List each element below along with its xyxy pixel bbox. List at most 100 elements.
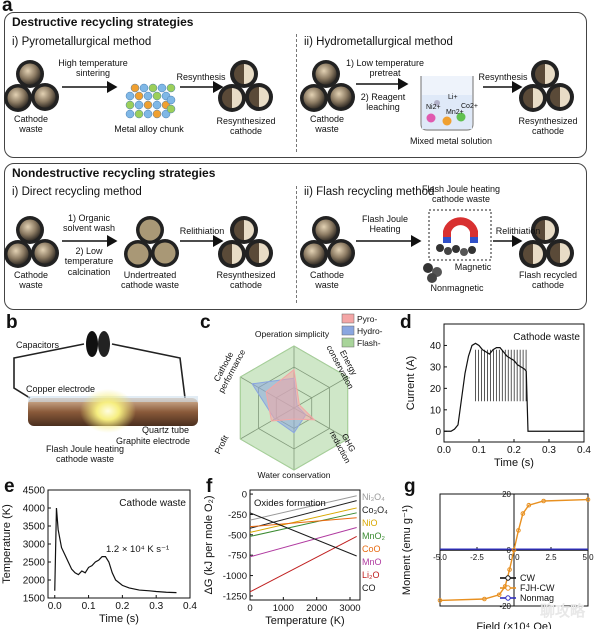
magnetization-chart: Field (×10⁴ Oe) Moment (emu g⁻¹) -5.0 -2.5 0… bbox=[401, 490, 594, 629]
panel-b-letter: b bbox=[6, 312, 18, 333]
quartz-label: Quartz tube bbox=[142, 425, 190, 435]
flash-relithiation-label: Relithiation bbox=[495, 226, 541, 236]
oxide-line bbox=[249, 495, 357, 521]
gibbs-energy-chart: 0 1000 2000 3000 0 -250 -500 -750 -1000 -1250 Temp… bbox=[203, 489, 388, 627]
current-chart: 0.0 0.1 0.2 0.3 0.4 0 10 20 30 40 Time (s) Current … bbox=[405, 323, 591, 469]
oxide-label: Ni₃O₄ bbox=[362, 492, 385, 502]
y-tick-label: -20 bbox=[499, 602, 511, 611]
watermark: 聊攻略 bbox=[540, 603, 586, 620]
y-tick-label: 0 bbox=[242, 490, 247, 501]
oxide-line bbox=[249, 500, 357, 529]
y-tick-label: 4500 bbox=[23, 486, 46, 497]
panel-e-letter: e bbox=[4, 476, 15, 497]
radar-chart: Operation simplicityEnergyconservationGH… bbox=[211, 313, 383, 480]
hydro-step1-label: 1) Low temperature pretreat bbox=[345, 58, 425, 79]
x-tick-label: 0.3 bbox=[542, 445, 556, 456]
legend-label: Flash- bbox=[357, 338, 381, 348]
y-tick-label: 3500 bbox=[23, 522, 46, 533]
flash-cathode-waste-label: Cathode waste bbox=[309, 270, 345, 291]
fjh-waste-label: Flash Joule heating cathode waste bbox=[421, 184, 501, 205]
ion-li-label: Li+ bbox=[448, 94, 458, 101]
flash-step-label: Flash Joule Heating bbox=[361, 214, 409, 235]
radar-axis-label: Operation simplicity bbox=[255, 329, 330, 339]
direct-cathode-waste-label: Cathode waste bbox=[13, 270, 49, 291]
destructive-title: Destructive recycling strategies bbox=[12, 15, 194, 29]
capacitor-icon bbox=[86, 331, 110, 357]
flash-recycled-cathode-icon bbox=[519, 216, 574, 268]
y-axis-label: Temperature (K) bbox=[1, 504, 13, 583]
copper-label: Copper electrode bbox=[26, 384, 96, 394]
undertreated-label: Undertreated cathode waste bbox=[120, 270, 180, 291]
magnetic-label: Magnetic bbox=[454, 262, 492, 272]
y-tick-label: 40 bbox=[430, 341, 442, 352]
x-tick-label: 3000 bbox=[339, 603, 360, 614]
moment-point bbox=[520, 511, 526, 516]
hydro-resynthesis-label: Resynthesis bbox=[478, 72, 528, 82]
y-axis-label: Moment (emu g⁻¹) bbox=[401, 505, 413, 595]
y-tick-label: -750 bbox=[228, 551, 247, 562]
panel-d-annotation: Cathode waste bbox=[513, 332, 580, 343]
direct-step1-label: 1) Organic solvent wash bbox=[62, 213, 116, 234]
nondestructive-box bbox=[4, 163, 587, 310]
plot-frame bbox=[249, 489, 361, 601]
y-tick-label: 20 bbox=[502, 490, 511, 499]
legend-label: Hydro- bbox=[357, 326, 383, 336]
flash-title: ii) Flash recycling method bbox=[304, 186, 435, 198]
x-tick-label: -2.5 bbox=[470, 553, 484, 562]
hydro-resynthesized-cathode-icon bbox=[519, 60, 574, 112]
pyro-cathode-waste-label: Cathode waste bbox=[13, 114, 49, 135]
y-axis-label: Current (A) bbox=[405, 356, 417, 410]
y-tick-label: 2000 bbox=[23, 576, 46, 587]
alloy-chunk-label: Metal alloy chunk bbox=[114, 124, 184, 134]
panel-g-letter: g bbox=[404, 476, 416, 497]
radar-axis-label: Water conservation bbox=[258, 470, 331, 480]
x-tick-label: 0.4 bbox=[577, 445, 591, 456]
x-axis-label: Temperature (K) bbox=[265, 615, 344, 627]
x-axis-label: Field (×10⁴ Oe) bbox=[476, 621, 551, 629]
x-tick-label: 0.4 bbox=[183, 601, 197, 612]
oxide-line bbox=[249, 512, 357, 557]
oxide-line bbox=[249, 536, 357, 593]
panel-c-letter: c bbox=[200, 312, 211, 333]
legend-marker bbox=[505, 585, 511, 591]
hydro-cathode-waste-label: Cathode waste bbox=[309, 114, 345, 135]
radar-axis-label: Profit bbox=[212, 433, 230, 456]
oxide-line bbox=[249, 526, 357, 558]
oxide-label: CoO bbox=[362, 544, 381, 554]
y-tick-label: 4000 bbox=[23, 504, 46, 515]
nondestructive-divider bbox=[296, 186, 297, 303]
y-tick-label: 10 bbox=[430, 405, 442, 416]
moment-point bbox=[516, 528, 521, 533]
hydro-cathode-waste-icon bbox=[300, 60, 355, 112]
panel-d-letter: d bbox=[400, 312, 412, 333]
moment-point bbox=[482, 596, 487, 602]
capacitors-label: Capacitors bbox=[16, 340, 60, 350]
oxide-label: Co₃O₄ bbox=[362, 505, 388, 515]
panel-b-apparatus bbox=[13, 331, 198, 433]
y-axis-label: ΔG (kJ per mole O₂) bbox=[203, 495, 215, 594]
legend-label: CW bbox=[520, 573, 535, 583]
moment-point bbox=[526, 502, 532, 508]
y-tick-label: 30 bbox=[430, 362, 442, 373]
moment-point bbox=[496, 592, 502, 598]
oxide-label: CO bbox=[362, 583, 376, 593]
x-tick-label: 2000 bbox=[306, 603, 327, 614]
radar-series-pyro bbox=[265, 368, 316, 422]
y-tick-label: -1250 bbox=[223, 591, 247, 602]
panel-a-letter: a bbox=[2, 0, 13, 16]
x-tick-label: 0 bbox=[247, 603, 252, 614]
flash-product-label: Flash recycled cathode bbox=[518, 270, 578, 291]
metal-alloy-chunk-icon bbox=[125, 83, 176, 119]
oxide-line bbox=[249, 512, 357, 537]
panel-f-letter: f bbox=[206, 476, 213, 497]
legend-swatch bbox=[341, 325, 355, 336]
pyro-step-label: High temperature sintering bbox=[58, 58, 128, 79]
panel-a-graphics bbox=[4, 60, 574, 283]
x-tick-label: 0.0 bbox=[508, 553, 520, 562]
moment-curve bbox=[439, 498, 589, 602]
moment-point bbox=[437, 598, 443, 603]
mixed-metal-solution-icon bbox=[420, 76, 474, 131]
legend-marker bbox=[505, 575, 511, 581]
legend-swatch bbox=[341, 337, 355, 348]
ion-ni-label: Ni2+ bbox=[426, 104, 441, 111]
